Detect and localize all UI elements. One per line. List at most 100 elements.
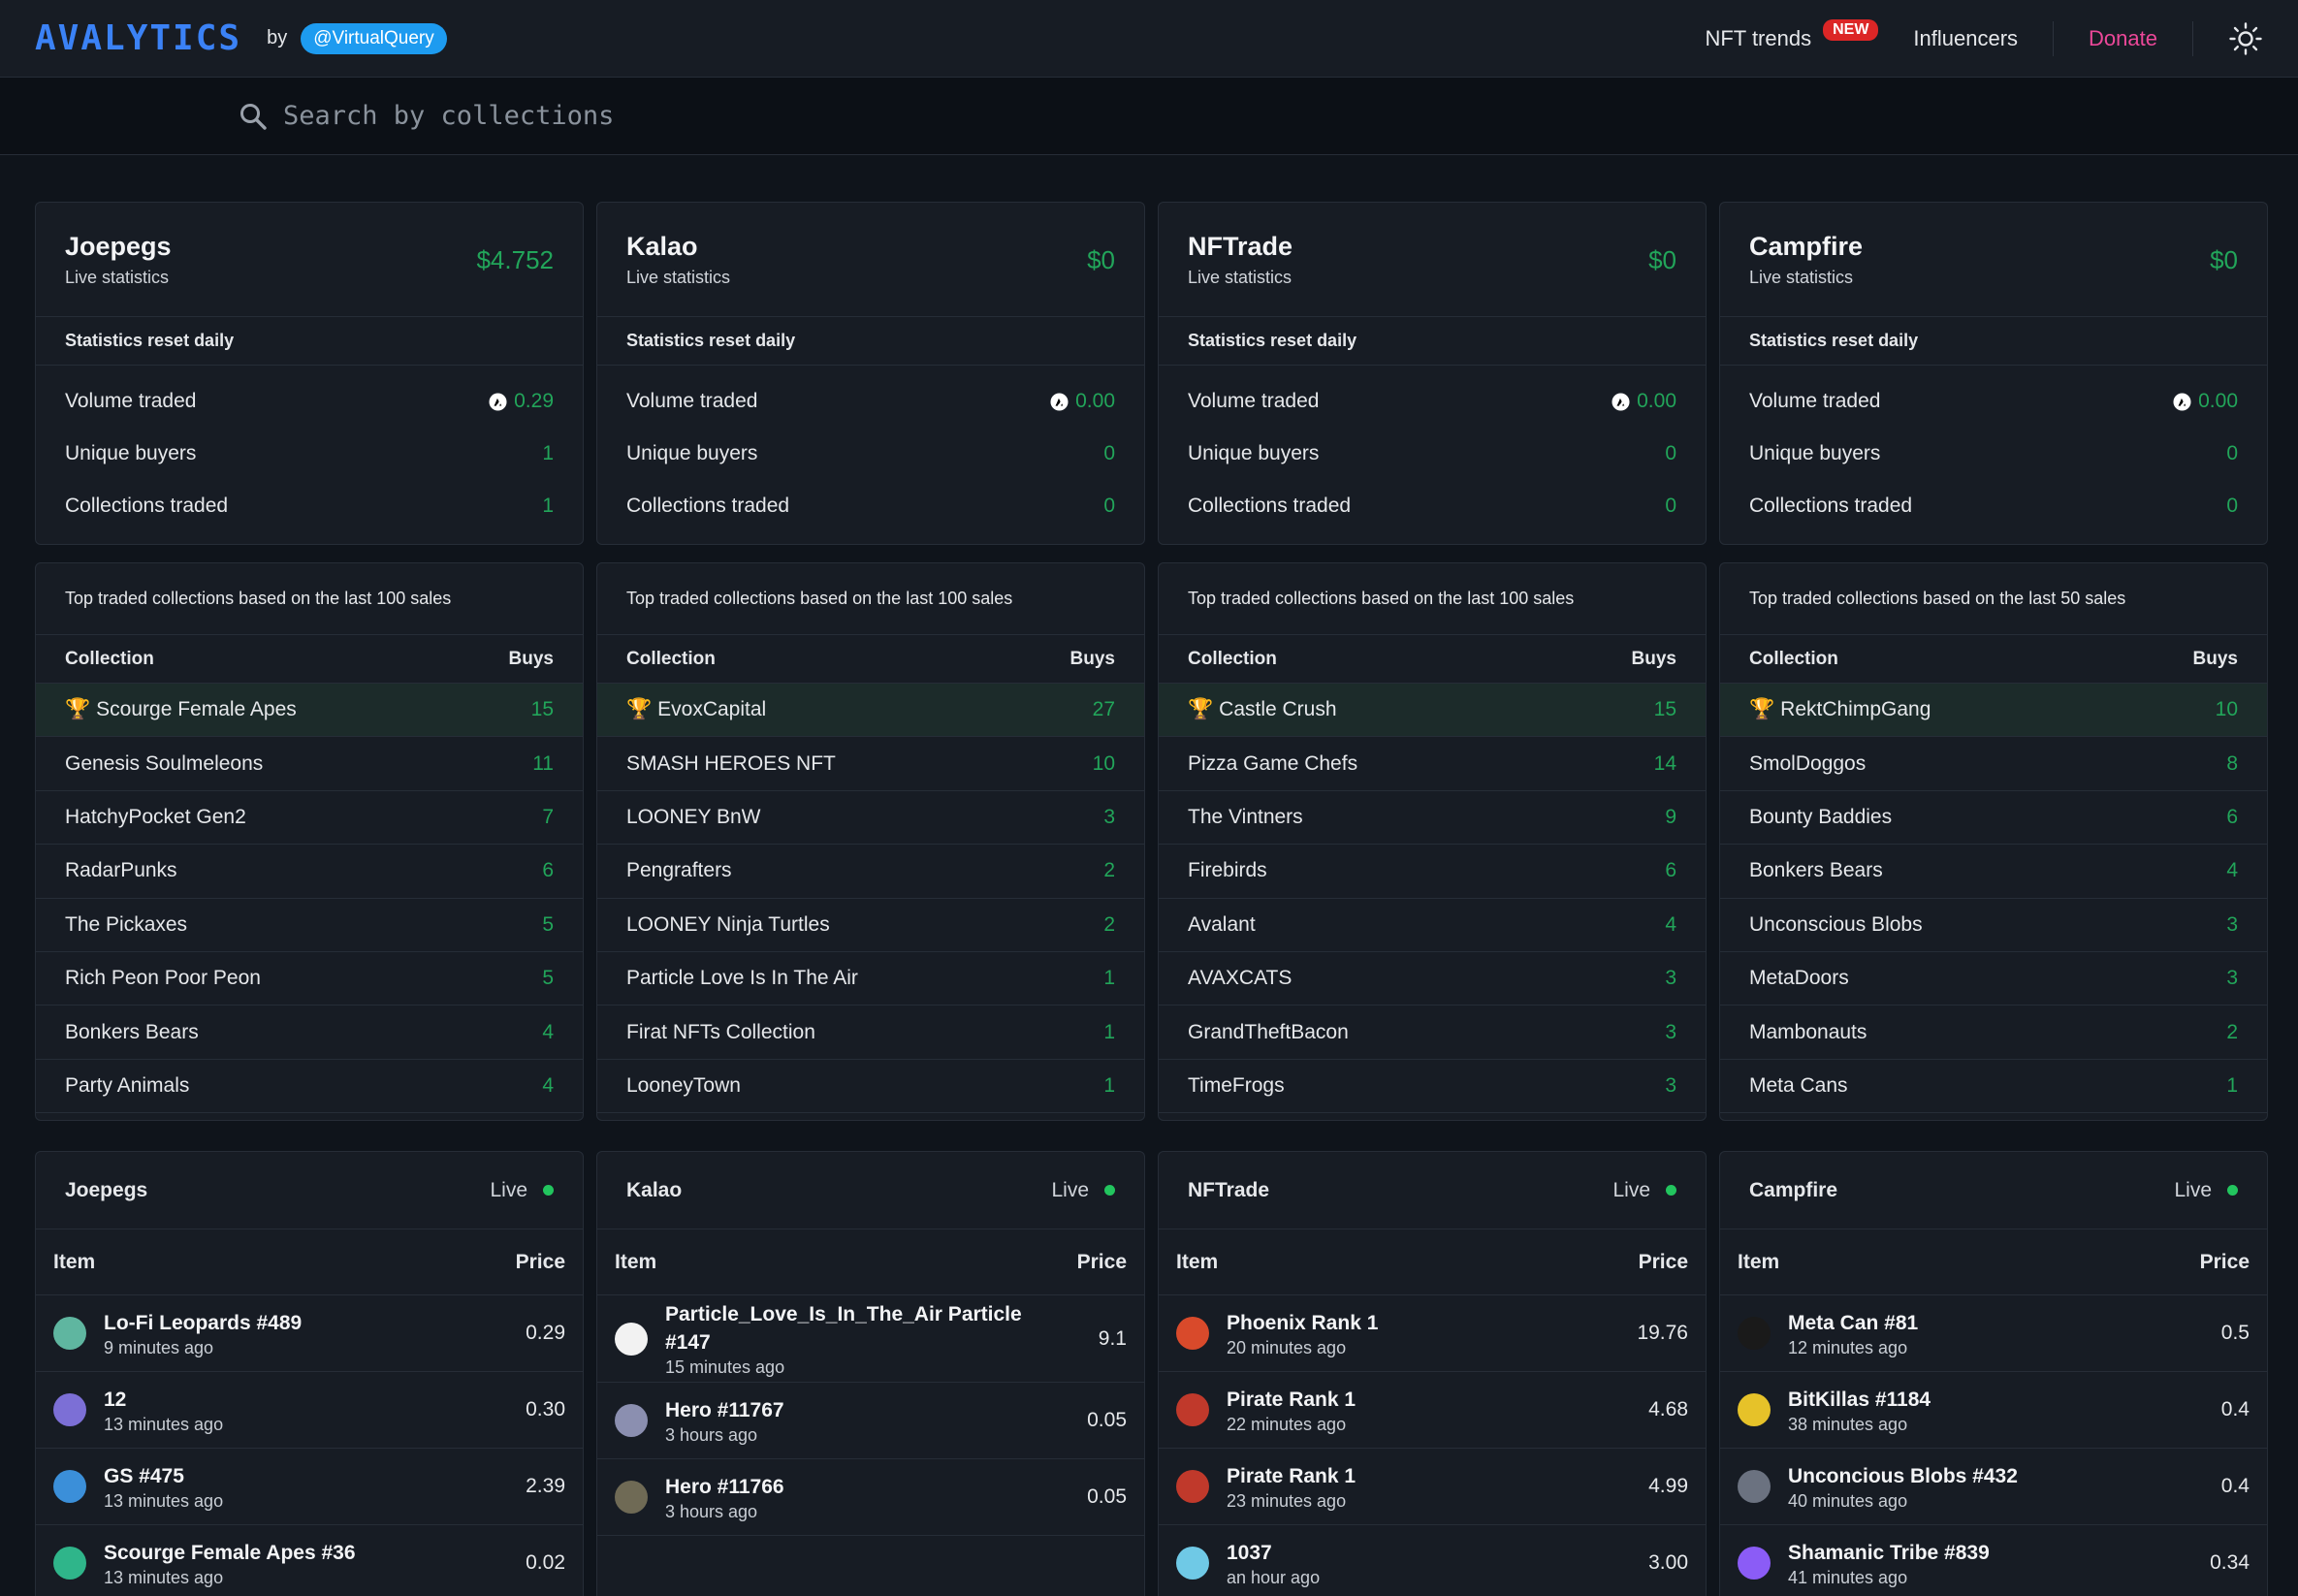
collection-row[interactable]: Bounty Baddies 6 bbox=[1720, 791, 2267, 846]
trophy-icon: 🏆 bbox=[65, 698, 91, 721]
sun-icon[interactable] bbox=[2228, 21, 2263, 56]
table-header: Item Price bbox=[36, 1229, 583, 1295]
sale-row[interactable]: Particle_Love_Is_In_The_Air Particle #14… bbox=[597, 1295, 1144, 1383]
collection-row[interactable]: LOONEY Ninja Turtles 2 bbox=[597, 899, 1144, 952]
collection-row[interactable]: Rich Peon Poor Peon 5 bbox=[36, 952, 583, 1006]
sale-row[interactable]: Hero #11767 3 hours ago 0.05 bbox=[597, 1383, 1144, 1459]
sale-row[interactable]: Hero #11766 3 hours ago 0.05 bbox=[597, 1459, 1144, 1536]
collection-name: EvoxCapital bbox=[657, 698, 767, 721]
collection-row[interactable]: Party Animals 4 bbox=[36, 1060, 583, 1114]
collection-row[interactable]: HatchyPocket Gen2 7 bbox=[36, 791, 583, 846]
collection-row[interactable]: Meta Cans 1 bbox=[1720, 1060, 2267, 1114]
item-price: 0.4 bbox=[2220, 1475, 2250, 1497]
sale-row[interactable]: 1037 an hour ago 3.00 bbox=[1159, 1525, 1706, 1596]
collection-row[interactable]: LooneyTown 1 bbox=[597, 1060, 1144, 1114]
collection-row[interactable]: 🏆 Scourge Female Apes 15 bbox=[36, 684, 583, 738]
sale-row[interactable]: Pirate Rank 1 22 minutes ago 4.68 bbox=[1159, 1372, 1706, 1449]
sale-row[interactable]: Meta Can #81 12 minutes ago 0.5 bbox=[1720, 1295, 2267, 1372]
by-label: by bbox=[267, 27, 288, 48]
collection-buys: 3 bbox=[1665, 1020, 1676, 1043]
item-price: 0.4 bbox=[2220, 1398, 2250, 1420]
nav-divider bbox=[2192, 20, 2193, 56]
collection-row[interactable]: TimeFrogs 3 bbox=[1159, 1060, 1706, 1114]
collection-row[interactable]: 🏆 EvoxCapital 27 bbox=[597, 684, 1144, 738]
collection-buys: 15 bbox=[1653, 698, 1676, 721]
nft-thumbnail bbox=[1738, 1547, 1771, 1580]
collection-row[interactable]: Genesis Soulmeleons 11 bbox=[36, 737, 583, 791]
nft-thumbnail bbox=[1176, 1547, 1209, 1580]
collection-row[interactable]: LOONEY BnW 3 bbox=[597, 791, 1144, 846]
live-feed-card: Campfire Live Item Price Meta Can #81 12… bbox=[1719, 1151, 2268, 1596]
collection-row[interactable]: 🏆 Castle Crush 15 bbox=[1159, 684, 1706, 738]
nav-nft-trends-label: NFT trends bbox=[1705, 25, 1812, 50]
live-dot-icon bbox=[543, 1185, 554, 1196]
top-caption: Top traded collections based on the last… bbox=[36, 563, 583, 635]
collection-name: LOONEY BnW bbox=[626, 805, 761, 828]
collection-buys: 6 bbox=[1665, 859, 1676, 882]
sale-row[interactable]: BitKillas #1184 38 minutes ago 0.4 bbox=[1720, 1372, 2267, 1449]
item-name: Pirate Rank 1 bbox=[1227, 1388, 1356, 1411]
collection-row[interactable]: The Vintners 9 bbox=[1159, 791, 1706, 846]
sale-row[interactable]: GS #475 13 minutes ago 2.39 bbox=[36, 1449, 583, 1525]
collection-row[interactable]: 🏆 RektChimpGang 10 bbox=[1720, 684, 2267, 738]
item-price: 4.99 bbox=[1648, 1475, 1688, 1497]
live-label: Live bbox=[1612, 1178, 1650, 1201]
collection-row[interactable]: Avalant 4 bbox=[1159, 899, 1706, 952]
sale-row[interactable]: Scourge Female Apes #36 13 minutes ago 0… bbox=[36, 1525, 583, 1596]
nft-thumbnail bbox=[53, 1547, 86, 1580]
collection-name: Mambonauts bbox=[1749, 1020, 1867, 1043]
table-header: Collection Buys bbox=[1720, 635, 2267, 684]
sale-row[interactable]: Pirate Rank 1 23 minutes ago 4.99 bbox=[1159, 1449, 1706, 1525]
collection-name: MetaDoors bbox=[1749, 967, 1849, 990]
col-price: Price bbox=[1076, 1250, 1127, 1273]
logo[interactable]: AVALYTICS bbox=[35, 18, 242, 58]
item-price: 3.00 bbox=[1648, 1551, 1688, 1574]
col-item: Item bbox=[615, 1250, 657, 1273]
collection-row[interactable]: SmolDoggos 8 bbox=[1720, 737, 2267, 791]
stats-header: NFTrade Live statistics $0 bbox=[1159, 203, 1706, 317]
avax-icon bbox=[1612, 392, 1630, 411]
collection-row[interactable]: Bonkers Bears 4 bbox=[1720, 845, 2267, 899]
collection-row[interactable]: GrandTheftBacon 3 bbox=[1159, 1005, 1706, 1060]
collection-row[interactable]: Mambonauts 2 bbox=[1720, 1005, 2267, 1060]
sale-row[interactable]: Shamanic Tribe #839 41 minutes ago 0.34 bbox=[1720, 1525, 2267, 1596]
sale-row[interactable]: Unconcious Blobs #432 40 minutes ago 0.4 bbox=[1720, 1449, 2267, 1525]
collection-row[interactable]: Particle Love Is In The Air 1 bbox=[597, 952, 1144, 1006]
col-item: Item bbox=[53, 1250, 96, 1273]
search-input[interactable] bbox=[283, 101, 1156, 131]
twitter-handle-link[interactable]: @VirtualQuery bbox=[301, 22, 447, 54]
collection-row[interactable]: RadarPunks 6 bbox=[36, 845, 583, 899]
top-caption: Top traded collections based on the last… bbox=[1159, 563, 1706, 635]
collection-row[interactable]: Unconscious Blobs 3 bbox=[1720, 899, 2267, 952]
collection-row[interactable]: Firat NFTs Collection 1 bbox=[597, 1005, 1144, 1060]
collection-row[interactable]: MetaDoors 3 bbox=[1720, 952, 2267, 1006]
collection-buys: 1 bbox=[1103, 967, 1115, 990]
live-header: NFTrade Live bbox=[1159, 1152, 1706, 1229]
item-time: 22 minutes ago bbox=[1227, 1414, 1347, 1434]
nav-nft-trends[interactable]: NFT trends NEW bbox=[1705, 18, 1879, 51]
marketplace-name: NFTrade bbox=[1188, 232, 1293, 261]
sale-row[interactable]: Phoenix Rank 1 20 minutes ago 19.76 bbox=[1159, 1295, 1706, 1372]
collection-name: SMASH HEROES NFT bbox=[626, 751, 836, 775]
collection-buys: 1 bbox=[1103, 1073, 1115, 1097]
live-header: Campfire Live bbox=[1720, 1152, 2267, 1229]
live-indicator: Live bbox=[1612, 1179, 1676, 1202]
stat-volume-row: Volume traded 0.00 bbox=[1720, 375, 2267, 428]
collection-buys: 3 bbox=[1665, 1073, 1676, 1097]
sale-row[interactable]: Lo-Fi Leopards #489 9 minutes ago 0.29 bbox=[36, 1295, 583, 1372]
collection-row[interactable]: Pengrafters 2 bbox=[597, 845, 1144, 899]
collection-buys: 27 bbox=[1092, 698, 1115, 721]
collection-row[interactable]: The Pickaxes 5 bbox=[36, 899, 583, 952]
collection-row[interactable]: Firebirds 6 bbox=[1159, 845, 1706, 899]
collection-row[interactable]: SMASH HEROES NFT 10 bbox=[597, 737, 1144, 791]
nav-donate[interactable]: Donate bbox=[2089, 25, 2157, 50]
collection-row[interactable]: Pizza Game Chefs 14 bbox=[1159, 737, 1706, 791]
stat-label: Unique buyers bbox=[626, 442, 758, 464]
collection-buys: 4 bbox=[542, 1020, 554, 1043]
nav-influencers[interactable]: Influencers bbox=[1913, 25, 2019, 50]
collection-row[interactable]: Bonkers Bears 4 bbox=[36, 1005, 583, 1060]
live-label: Live bbox=[2174, 1178, 2212, 1201]
item-name: Pirate Rank 1 bbox=[1227, 1464, 1356, 1487]
collection-row[interactable]: AVAXCATS 3 bbox=[1159, 952, 1706, 1006]
sale-row[interactable]: 12 13 minutes ago 0.30 bbox=[36, 1372, 583, 1449]
